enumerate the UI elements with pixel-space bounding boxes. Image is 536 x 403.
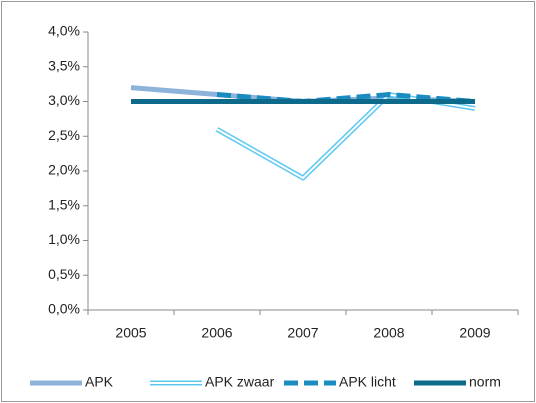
y-tick-label: 1,5% bbox=[48, 196, 80, 212]
x-tick-label: 2005 bbox=[115, 325, 146, 341]
y-tick-label: 0,0% bbox=[48, 301, 80, 317]
legend-label: norm bbox=[469, 374, 501, 390]
legend-label: APK licht bbox=[339, 374, 396, 390]
x-tick-label: 2009 bbox=[459, 325, 490, 341]
y-tick-label: 3,5% bbox=[48, 57, 80, 73]
y-tick-label: 2,5% bbox=[48, 127, 80, 143]
legend-label: APK bbox=[85, 374, 114, 390]
x-tick-label: 2007 bbox=[287, 325, 318, 341]
x-tick-label: 2008 bbox=[373, 325, 404, 341]
legend-label: APK zwaar bbox=[205, 374, 275, 390]
y-tick-label: 0,5% bbox=[48, 266, 80, 282]
series-line bbox=[216, 92, 476, 104]
x-tick-label: 2006 bbox=[201, 325, 232, 341]
y-tick-label: 2,0% bbox=[48, 162, 80, 178]
y-tick-label: 4,0% bbox=[48, 23, 80, 39]
y-tick-label: 3,0% bbox=[48, 92, 80, 108]
y-tick-label: 1,0% bbox=[48, 231, 80, 247]
